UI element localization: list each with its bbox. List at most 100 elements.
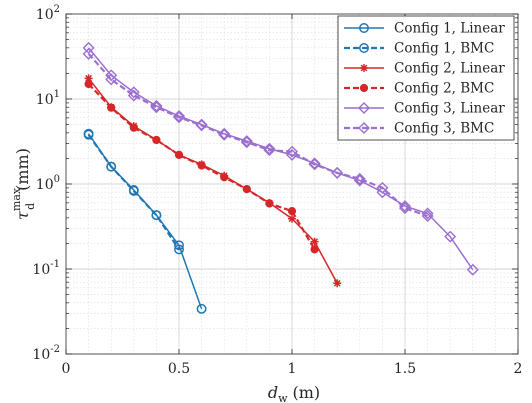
data-point-asterisk bbox=[360, 64, 368, 72]
legend-item-6: Config 3, BMC bbox=[344, 121, 494, 137]
data-point-diamond bbox=[105, 73, 118, 86]
legend-items: Config 1, Linear Config 1, BMC Config 2, L… bbox=[344, 21, 505, 137]
data-point-filled-circle bbox=[220, 173, 229, 182]
data-point-diamond bbox=[195, 119, 208, 132]
x-axis-label-unit: (m) bbox=[293, 383, 321, 402]
legend-item-2: Config 1, BMC bbox=[344, 41, 494, 57]
y-tick-power: -2 bbox=[50, 344, 60, 355]
y-tick-base: 10 bbox=[36, 92, 54, 108]
x-axis-label: dw (m) bbox=[268, 383, 320, 403]
data-point-circle bbox=[106, 161, 117, 172]
legend-label: Config 3, BMC bbox=[394, 121, 494, 137]
data-point-filled-circle bbox=[242, 185, 251, 194]
data-point-asterisk bbox=[333, 279, 342, 288]
y-tick-label: 102 bbox=[36, 4, 60, 23]
data-point-circle bbox=[151, 210, 162, 221]
y-tick-power: 2 bbox=[54, 4, 60, 15]
data-point-filled-circle bbox=[265, 199, 274, 208]
data-point-circle bbox=[359, 43, 369, 53]
data-point-filled-circle bbox=[197, 161, 206, 170]
series-6 bbox=[82, 47, 434, 223]
x-tick-label: 1.5 bbox=[394, 361, 416, 377]
y-tick-base: 10 bbox=[32, 262, 50, 278]
data-point-diamond bbox=[399, 202, 411, 215]
x-axis-label-main: d bbox=[268, 383, 278, 402]
y-axis-label-unit: (mm) bbox=[13, 148, 32, 191]
x-tick-label: 2 bbox=[514, 361, 523, 377]
data-point-diamond bbox=[150, 99, 163, 112]
x-tick-label: 0 bbox=[62, 361, 71, 377]
data-point-diamond bbox=[218, 128, 231, 141]
data-point-filled-circle bbox=[359, 83, 369, 93]
y-axis-label-sup: max bbox=[10, 187, 23, 211]
data-point-asterisk bbox=[288, 214, 296, 223]
y-tick-power: 0 bbox=[54, 174, 60, 185]
y-tick-label: 100 bbox=[36, 174, 60, 193]
x-tick-labels: 0 0.5 1 1.5 2 bbox=[62, 361, 523, 377]
x-axis-label-sub: w bbox=[278, 392, 288, 403]
data-point-filled-circle bbox=[152, 135, 161, 145]
y-axis-label-main: τ bbox=[13, 210, 32, 220]
y-axis-label-sub: d bbox=[24, 203, 37, 210]
data-point-circle bbox=[128, 185, 139, 196]
data-point-diamond bbox=[331, 166, 344, 179]
y-tick-label: 10-2 bbox=[32, 344, 60, 363]
data-point-diamond bbox=[105, 69, 118, 82]
data-point-diamond bbox=[82, 41, 95, 54]
data-point-circle bbox=[174, 244, 184, 255]
data-point-diamond bbox=[82, 47, 95, 60]
data-point-asterisk bbox=[310, 237, 319, 246]
data-point-diamond bbox=[127, 86, 140, 99]
series-line bbox=[87, 134, 180, 251]
data-point-diamond bbox=[421, 210, 434, 223]
data-point-filled-circle bbox=[107, 103, 116, 112]
legend-label: Config 2, BMC bbox=[394, 81, 494, 97]
data-point-circle bbox=[174, 240, 184, 251]
data-point-diamond bbox=[466, 263, 479, 276]
data-point-filled-circle bbox=[129, 123, 138, 132]
data-point-diamond bbox=[376, 181, 389, 194]
data-point-diamond bbox=[173, 111, 185, 124]
legend-item-1: Config 1, Linear bbox=[344, 21, 505, 37]
grid-major bbox=[66, 14, 518, 354]
data-point-filled-circle bbox=[84, 79, 93, 89]
data-point-diamond bbox=[263, 142, 276, 155]
data-point-filled-circle bbox=[174, 150, 184, 159]
data-point-circle bbox=[359, 23, 369, 33]
data-point-circle bbox=[196, 303, 207, 314]
legend-item-3: Config 2, Linear bbox=[344, 61, 505, 77]
legend-item-5: Config 3, Linear bbox=[344, 101, 505, 117]
legend-label: Config 2, Linear bbox=[394, 61, 505, 77]
data-point-diamond bbox=[150, 101, 163, 114]
series-line bbox=[87, 53, 428, 218]
data-point-filled-circle bbox=[287, 206, 297, 216]
series-4 bbox=[84, 79, 319, 254]
legend-label: Config 3, Linear bbox=[394, 101, 505, 117]
data-point-diamond bbox=[308, 158, 321, 171]
y-tick-label: 101 bbox=[36, 89, 60, 108]
x-tick-label: 0.5 bbox=[168, 361, 190, 377]
legend-label: Config 1, BMC bbox=[394, 41, 494, 57]
data-point-diamond bbox=[263, 144, 276, 157]
data-point-diamond bbox=[353, 172, 366, 185]
series-2 bbox=[83, 129, 184, 255]
data-point-diamond bbox=[240, 135, 253, 148]
data-point-diamond bbox=[286, 145, 298, 158]
y-tick-base: 10 bbox=[32, 347, 50, 363]
data-point-diamond bbox=[240, 136, 253, 149]
x-tick-label: 1 bbox=[288, 361, 297, 377]
data-point-diamond bbox=[444, 230, 457, 243]
data-point-asterisk bbox=[84, 74, 93, 83]
legend-label: Config 1, Linear bbox=[394, 21, 505, 37]
data-point-diamond bbox=[358, 102, 370, 114]
legend: Config 1, Linear Config 1, BMC Config 2, L… bbox=[337, 15, 515, 141]
data-point-diamond bbox=[127, 89, 140, 102]
series-layer bbox=[82, 41, 479, 314]
tick-marks bbox=[65, 13, 519, 355]
y-tick-base: 10 bbox=[36, 177, 54, 193]
y-tick-power: 1 bbox=[54, 89, 60, 100]
data-point-diamond bbox=[421, 207, 434, 220]
legend-item-4: Config 2, BMC bbox=[344, 81, 494, 97]
